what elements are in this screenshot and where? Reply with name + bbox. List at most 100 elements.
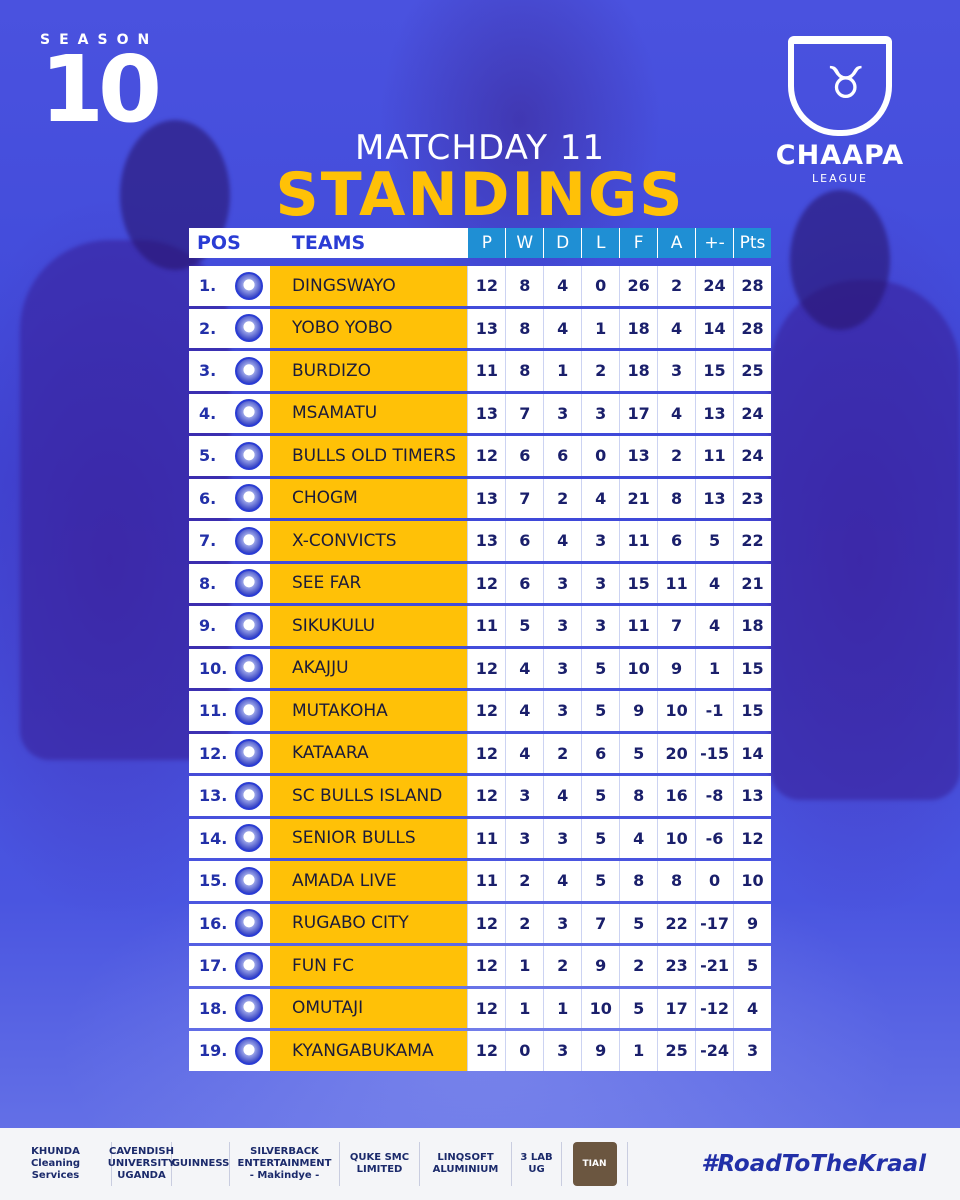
- stat-gd: 4: [695, 563, 734, 603]
- stat-f: 11: [619, 606, 658, 646]
- team-name: RUGABO CITY: [269, 903, 468, 943]
- table-row: 13. SC BULLS ISLAND 12 3 4 5 8 16 -8 13: [189, 776, 771, 816]
- stat-f: 11: [619, 521, 658, 561]
- stat-gd: 14: [695, 308, 734, 348]
- stat-l: 2: [581, 351, 620, 391]
- team-badge-icon: [235, 994, 263, 1023]
- stat-gd: 5: [695, 521, 734, 561]
- table-row: 17. FUN FC 12 1 2 9 2 23 -21 5: [189, 946, 771, 986]
- stat-a: 10: [657, 818, 696, 858]
- stat-pts: 10: [733, 861, 771, 901]
- stat-l: 9: [581, 946, 620, 986]
- team-badge-icon: [235, 314, 263, 343]
- team-name: SEE FAR: [269, 563, 468, 603]
- sponsor-linqsoft: LINQSOFT ALUMINIUM: [420, 1142, 512, 1186]
- stat-p: 12: [467, 648, 506, 688]
- header-f: F: [619, 228, 658, 258]
- position-number: 1.: [199, 276, 217, 296]
- stat-w: 6: [505, 563, 544, 603]
- stat-a: 20: [657, 733, 696, 773]
- stat-f: 18: [619, 308, 658, 348]
- team-badge-icon: [235, 696, 263, 725]
- stat-pts: 14: [733, 733, 771, 773]
- stat-l: 6: [581, 733, 620, 773]
- team-badge-icon: [235, 951, 263, 980]
- stat-d: 3: [543, 648, 582, 688]
- row-position: 15.: [189, 861, 270, 901]
- stat-l: 5: [581, 818, 620, 858]
- table-row: 15. AMADA LIVE 11 2 4 5 8 8 0 10: [189, 861, 771, 901]
- table-row: 12. KATAARA 12 4 2 6 5 20 -15 14: [189, 733, 771, 773]
- sponsor-quke: QUKE SMC LIMITED: [340, 1142, 420, 1186]
- row-position: 17.: [189, 946, 270, 986]
- stat-d: 3: [543, 393, 582, 433]
- sponsor-guinness: GUINNESS: [172, 1142, 230, 1186]
- team-name: BULLS OLD TIMERS: [269, 436, 468, 476]
- stat-gd: 15: [695, 351, 734, 391]
- stat-d: 3: [543, 606, 582, 646]
- stat-pts: 4: [733, 988, 771, 1028]
- stat-l: 0: [581, 266, 620, 306]
- team-name: X-CONVICTS: [269, 521, 468, 561]
- stat-gd: 4: [695, 606, 734, 646]
- stat-a: 9: [657, 648, 696, 688]
- stat-p: 11: [467, 351, 506, 391]
- page-title: STANDINGS: [275, 160, 685, 230]
- row-position: 16.: [189, 903, 270, 943]
- header-gd: +-: [695, 228, 734, 258]
- stat-f: 5: [619, 903, 658, 943]
- position-number: 5.: [199, 446, 217, 466]
- stat-a: 10: [657, 691, 696, 731]
- stat-f: 17: [619, 393, 658, 433]
- stat-pts: 28: [733, 266, 771, 306]
- position-number: 18.: [199, 998, 228, 1018]
- stat-f: 21: [619, 478, 658, 518]
- row-position: 2.: [189, 308, 270, 348]
- team-name: YOBO YOBO: [269, 308, 468, 348]
- stat-d: 2: [543, 946, 582, 986]
- header-a: A: [657, 228, 696, 258]
- stat-p: 12: [467, 1031, 506, 1071]
- team-badge-icon: [235, 356, 263, 385]
- stat-w: 3: [505, 776, 544, 816]
- stat-pts: 25: [733, 351, 771, 391]
- team-badge-icon: [235, 739, 263, 768]
- stat-w: 6: [505, 436, 544, 476]
- table-row: 14. SENIOR BULLS 11 3 3 5 4 10 -6 12: [189, 818, 771, 858]
- team-badge-icon: [235, 526, 263, 555]
- position-number: 14.: [199, 828, 228, 848]
- stat-w: 4: [505, 691, 544, 731]
- table-row: 4. MSAMATU 13 7 3 3 17 4 13 24: [189, 393, 771, 433]
- stat-a: 2: [657, 436, 696, 476]
- stat-w: 7: [505, 478, 544, 518]
- stat-l: 1: [581, 308, 620, 348]
- row-position: 18.: [189, 988, 270, 1028]
- stat-l: 5: [581, 776, 620, 816]
- stat-l: 3: [581, 521, 620, 561]
- header-teams: TEAMS: [269, 228, 468, 258]
- team-badge-icon: [235, 1036, 263, 1065]
- position-number: 9.: [199, 616, 217, 636]
- team-badge-icon: [235, 866, 263, 895]
- row-position: 1.: [189, 266, 270, 306]
- stat-w: 6: [505, 521, 544, 561]
- stat-w: 2: [505, 861, 544, 901]
- table-body: 1. DINGSWAYO 12 8 4 0 26 2 24 28 2. YOBO YOBO 13 8 4 1 1…: [189, 266, 771, 1071]
- stat-d: 3: [543, 903, 582, 943]
- team-name: SENIOR BULLS: [269, 818, 468, 858]
- table-header: POS TEAMS P W D L F A +- Pts: [189, 228, 771, 258]
- stat-a: 2: [657, 266, 696, 306]
- table-row: 5. BULLS OLD TIMERS 12 6 6 0 13 2 11 24: [189, 436, 771, 476]
- stat-d: 4: [543, 266, 582, 306]
- stat-pts: 12: [733, 818, 771, 858]
- season-mark: SEASON 10: [40, 32, 162, 136]
- header-p: P: [467, 228, 506, 258]
- table-row: 18. OMUTAJI 12 1 1 10 5 17 -12 4: [189, 988, 771, 1028]
- stat-a: 8: [657, 478, 696, 518]
- stat-p: 11: [467, 861, 506, 901]
- stat-d: 2: [543, 733, 582, 773]
- table-row: 19. KYANGABUKAMA 12 0 3 9 1 25 -24 3: [189, 1031, 771, 1071]
- team-badge-icon: [235, 781, 263, 810]
- header-d: D: [543, 228, 582, 258]
- stat-pts: 18: [733, 606, 771, 646]
